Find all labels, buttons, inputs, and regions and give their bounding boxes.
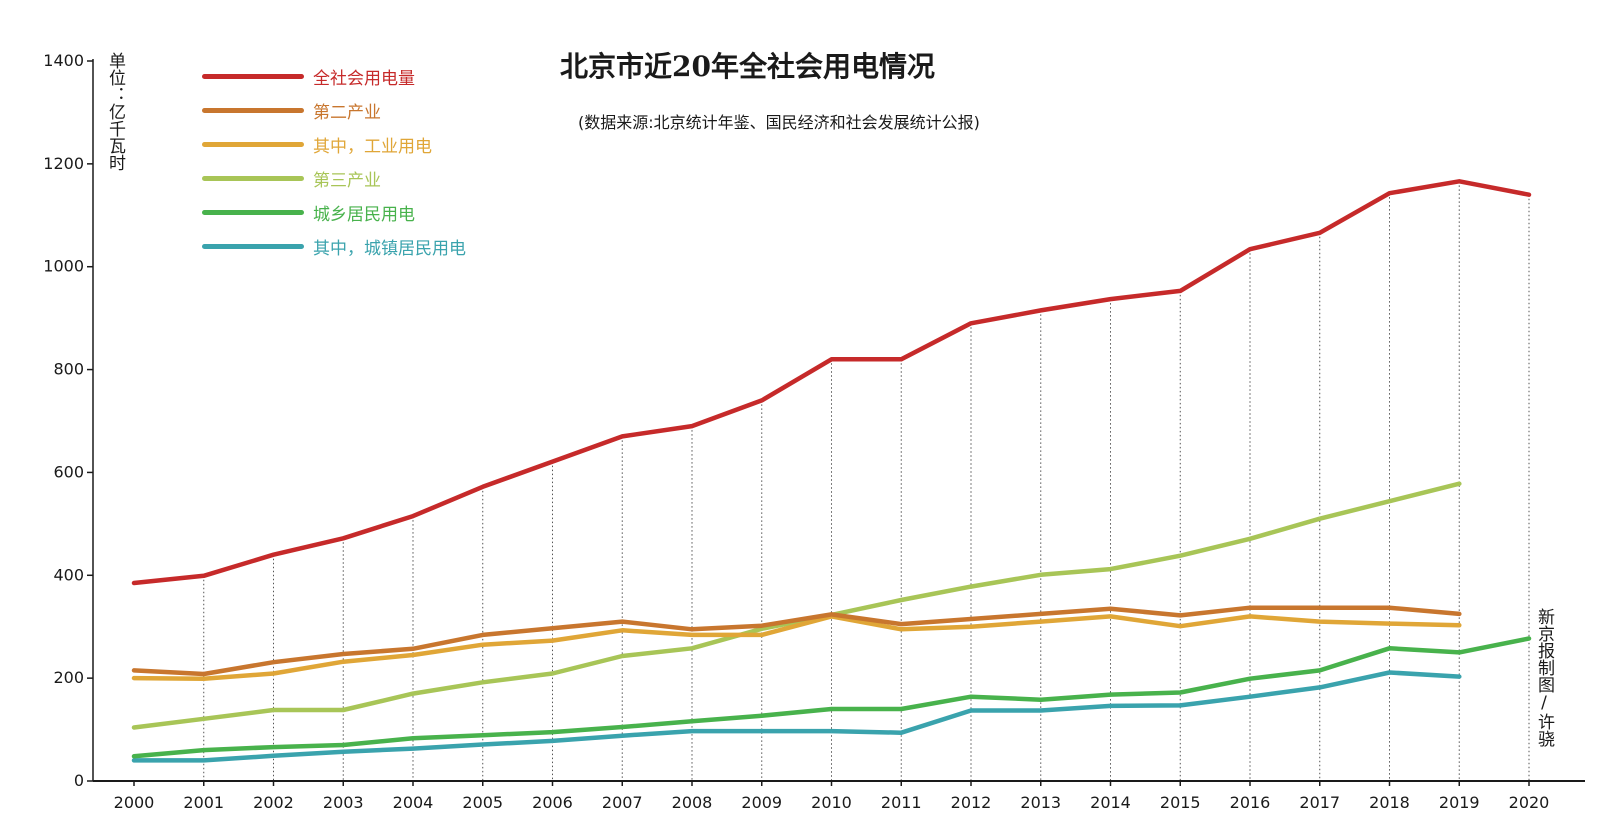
- x-tick-label: 2019: [1439, 793, 1480, 812]
- legend-label: 第二产业: [313, 102, 381, 123]
- x-tick-label: 2010: [811, 793, 852, 812]
- legend-label: 其中，工业用电: [313, 136, 432, 157]
- legend-label: 全社会用电量: [313, 68, 415, 89]
- x-tick-label: 2020: [1509, 793, 1550, 812]
- x-tick-label: 2007: [602, 793, 643, 812]
- y-tick-label: 1000: [43, 257, 84, 276]
- y-tick-label: 800: [53, 360, 84, 379]
- y-tick-label: 0: [74, 771, 84, 790]
- legend-item: 全社会用电量: [202, 59, 466, 93]
- legend-label: 其中，城镇居民用电: [313, 238, 466, 259]
- series-lines: [131, 179, 1532, 763]
- y-tick-label: 400: [53, 565, 84, 584]
- x-tick-label: 2015: [1160, 793, 1201, 812]
- x-tick-labels: 2000 2001 2002 2003 2004 2005 2006 2007 2008 2009…: [114, 793, 1550, 812]
- series-line: [131, 636, 1532, 759]
- legend-label: 城乡居民用电: [313, 204, 415, 225]
- x-tick-label: 2017: [1299, 793, 1340, 812]
- series-line: [131, 670, 1462, 763]
- legend-item: 其中，城镇居民用电: [202, 229, 466, 263]
- legend-item: 城乡居民用电: [202, 195, 466, 229]
- axes: [87, 59, 1585, 786]
- legend-item: 第三产业: [202, 161, 466, 195]
- y-tick-label: 1400: [43, 51, 84, 70]
- legend-swatch: [202, 209, 304, 215]
- legend-swatch: [202, 243, 304, 249]
- chart-credit: 新京报制图/许骁: [1534, 608, 1554, 747]
- series-line: [131, 614, 1462, 681]
- y-axis-unit-label: 单位：亿千瓦时: [105, 52, 125, 171]
- legend-item: 第二产业: [202, 93, 466, 127]
- y-tick-labels: 0 200 400 600 800 1000 1200 1400: [43, 51, 84, 790]
- x-tick-label: 2016: [1230, 793, 1271, 812]
- chart-title: 北京市近20年全社会用电情况: [560, 50, 935, 83]
- legend-swatch: [202, 141, 304, 147]
- x-tick-label: 2002: [253, 793, 294, 812]
- x-tick-label: 2008: [672, 793, 713, 812]
- series-line: [131, 179, 1532, 586]
- x-tick-label: 2013: [1020, 793, 1061, 812]
- x-tick-label: 2018: [1369, 793, 1410, 812]
- x-tick-label: 2012: [951, 793, 992, 812]
- legend-swatch: [202, 73, 304, 79]
- x-tick-label: 2003: [323, 793, 364, 812]
- legend-label: 第三产业: [313, 170, 381, 191]
- chart-subtitle: (数据来源:北京统计年鉴、国民经济和社会发展统计公报): [578, 113, 980, 132]
- y-tick-label: 1200: [43, 154, 84, 173]
- series-line: [131, 605, 1462, 677]
- legend-swatch: [202, 107, 304, 113]
- legend: 全社会用电量 第二产业 其中，工业用电 第三产业 城乡居民用电 其中，城镇居民用…: [202, 59, 466, 263]
- x-tick-label: 2014: [1090, 793, 1131, 812]
- x-tick-label: 2001: [183, 793, 224, 812]
- grid-lines: [203, 181, 1530, 781]
- x-tick-label: 2004: [393, 793, 434, 812]
- y-tick-label: 600: [53, 462, 84, 481]
- x-tick-label: 2011: [881, 793, 922, 812]
- x-tick-label: 2000: [114, 793, 155, 812]
- legend-item: 其中，工业用电: [202, 127, 466, 161]
- x-tick-label: 2009: [741, 793, 782, 812]
- x-tick-label: 2005: [462, 793, 503, 812]
- y-tick-label: 200: [53, 668, 84, 687]
- legend-swatch: [202, 175, 304, 181]
- x-tick-label: 2006: [532, 793, 573, 812]
